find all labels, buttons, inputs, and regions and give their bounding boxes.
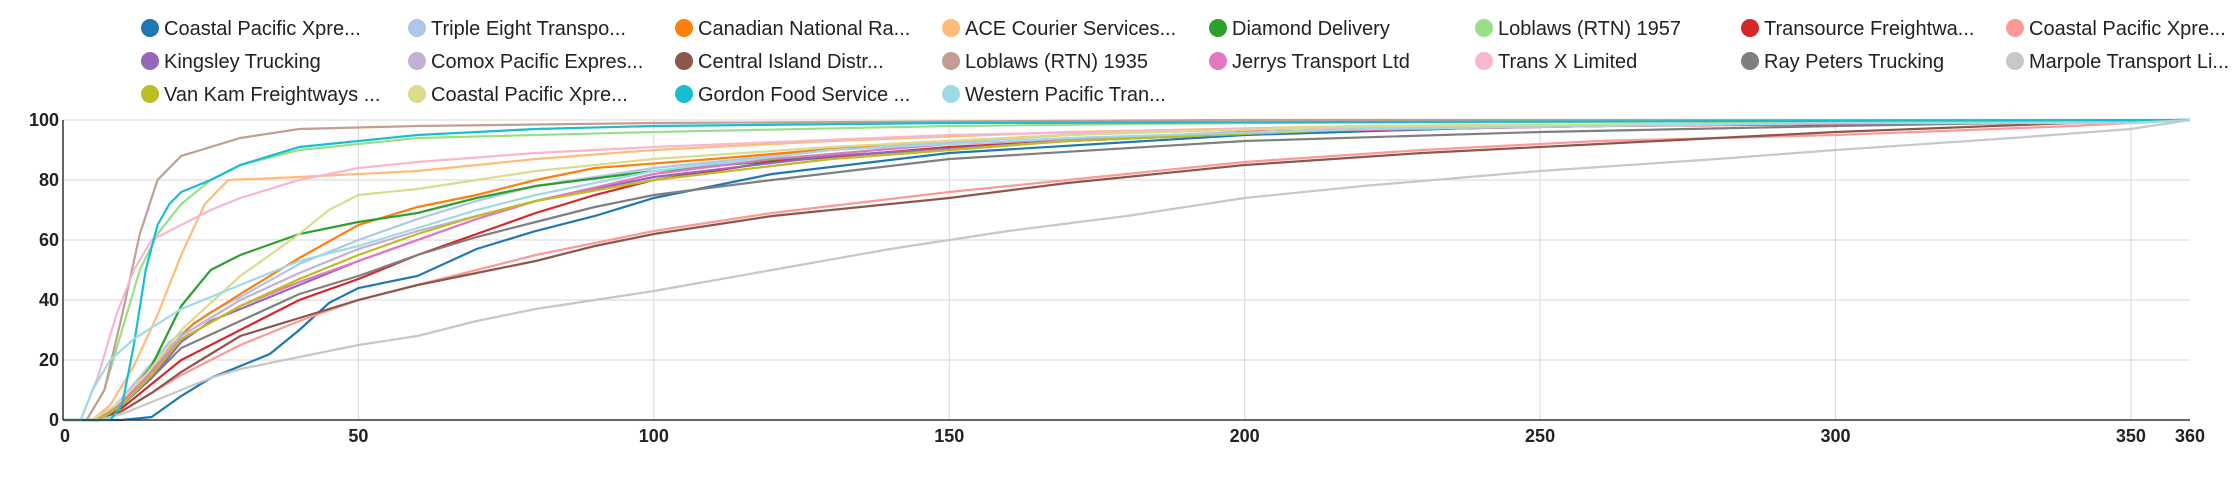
series-line-1 bbox=[63, 118, 2191, 422]
series-line-17 bbox=[63, 118, 2191, 422]
legend-item[interactable]: Ray Peters Trucking bbox=[1741, 51, 1944, 73]
x-tick-label: 50 bbox=[348, 426, 368, 446]
series-line-20 bbox=[63, 118, 2191, 422]
series-lines bbox=[63, 118, 2191, 422]
y-tick-labels: 0 20 40 60 80 100 bbox=[29, 110, 59, 430]
legend-swatch bbox=[1741, 52, 1759, 70]
legend-swatch bbox=[408, 85, 426, 103]
legend-label: Jerrys Transport Ltd bbox=[1232, 51, 1410, 73]
legend-label: Central Island Distr... bbox=[698, 51, 884, 73]
x-tick-label: 360 bbox=[2175, 426, 2205, 446]
x-tick-label: 350 bbox=[2116, 426, 2146, 446]
legend-item[interactable]: Jerrys Transport Ltd bbox=[1209, 51, 1410, 73]
series-line-12 bbox=[63, 118, 2190, 422]
legend-swatch bbox=[408, 19, 426, 37]
legend-swatch bbox=[2006, 52, 2024, 70]
legend-label: Kingsley Trucking bbox=[164, 51, 321, 73]
legend-item[interactable]: Transource Freightwa... bbox=[1741, 18, 1974, 40]
x-tick-label: 100 bbox=[639, 426, 669, 446]
legend-swatch bbox=[1209, 52, 1227, 70]
legend-swatch bbox=[1475, 19, 1493, 37]
legend-item[interactable]: Coastal Pacific Xpre... bbox=[141, 18, 361, 40]
legend-item[interactable]: Loblaws (RTN) 1935 bbox=[942, 51, 1148, 73]
legend-swatch bbox=[141, 85, 159, 103]
legend-label: Transource Freightwa... bbox=[1764, 18, 1974, 40]
y-tick-label: 60 bbox=[39, 230, 59, 250]
legend-swatch bbox=[141, 19, 159, 37]
legend-item[interactable]: Gordon Food Service ... bbox=[675, 84, 910, 106]
series-line-16 bbox=[63, 118, 2191, 422]
legend-swatch bbox=[2006, 19, 2024, 37]
legend-item[interactable]: Kingsley Trucking bbox=[141, 51, 321, 73]
legend-item[interactable]: Marpole Transport Li... bbox=[2006, 51, 2229, 73]
legend-swatch bbox=[1475, 52, 1493, 70]
legend-swatch bbox=[408, 52, 426, 70]
legend-label: Western Pacific Tran... bbox=[965, 84, 1166, 106]
legend-swatch bbox=[675, 52, 693, 70]
x-tick-label: 250 bbox=[1525, 426, 1555, 446]
axes bbox=[62, 120, 2190, 421]
series-line-19 bbox=[63, 118, 2191, 422]
y-tick-label: 100 bbox=[29, 110, 59, 130]
x-tick-label: 300 bbox=[1820, 426, 1850, 446]
legend-item[interactable]: Diamond Delivery bbox=[1209, 18, 1390, 40]
legend-item[interactable]: Loblaws (RTN) 1957 bbox=[1475, 18, 1681, 40]
legend-swatch bbox=[942, 19, 960, 37]
series-line-14 bbox=[63, 118, 2191, 422]
legend-label: Gordon Food Service ... bbox=[698, 84, 910, 106]
legend-label: Coastal Pacific Xpre... bbox=[431, 84, 628, 106]
series-line-18 bbox=[63, 118, 2191, 422]
legend-label: Marpole Transport Li... bbox=[2029, 51, 2229, 73]
y-tick-label: 80 bbox=[39, 170, 59, 190]
legend-item[interactable]: Triple Eight Transpo... bbox=[408, 18, 626, 40]
legend-label: Coastal Pacific Xpre... bbox=[164, 18, 361, 40]
legend-label: Ray Peters Trucking bbox=[1764, 51, 1944, 73]
legend-swatch bbox=[675, 19, 693, 37]
y-tick-label: 40 bbox=[39, 290, 59, 310]
legend-swatch bbox=[942, 85, 960, 103]
legend-item[interactable]: Central Island Distr... bbox=[675, 51, 884, 73]
legend-swatch bbox=[942, 52, 960, 70]
series-line-15 bbox=[63, 118, 2191, 422]
y-tick-label: 0 bbox=[49, 410, 59, 430]
legend-swatch bbox=[1209, 19, 1227, 37]
chart-legend: Coastal Pacific Xpre... Triple Eight Tran… bbox=[141, 18, 2229, 106]
legend-item[interactable]: Canadian National Ra... bbox=[675, 18, 910, 40]
legend-swatch bbox=[141, 52, 159, 70]
legend-item[interactable]: Western Pacific Tran... bbox=[942, 84, 1166, 106]
x-tick-label: 0 bbox=[60, 426, 70, 446]
x-tick-label: 200 bbox=[1230, 426, 1260, 446]
series-line-11 bbox=[63, 118, 2191, 422]
legend-item[interactable]: Coastal Pacific Xpre... bbox=[2006, 18, 2226, 40]
legend-label: Canadian National Ra... bbox=[698, 18, 910, 40]
y-tick-label: 20 bbox=[39, 350, 59, 370]
legend-label: Van Kam Freightways ... bbox=[164, 84, 380, 106]
legend-item[interactable]: Van Kam Freightways ... bbox=[141, 84, 380, 106]
legend-label: Triple Eight Transpo... bbox=[431, 18, 626, 40]
legend-item[interactable]: Coastal Pacific Xpre... bbox=[408, 84, 628, 106]
legend-item[interactable]: Comox Pacific Expres... bbox=[408, 51, 643, 73]
legend-swatch bbox=[675, 85, 693, 103]
x-tick-labels: 0 50 100 150 200 250 300 350 360 bbox=[60, 426, 2205, 446]
legend-label: Trans X Limited bbox=[1498, 51, 1637, 73]
legend-swatch bbox=[1741, 19, 1759, 37]
legend-label: Loblaws (RTN) 1935 bbox=[965, 51, 1148, 73]
legend-item[interactable]: ACE Courier Services... bbox=[942, 18, 1176, 40]
x-tick-label: 150 bbox=[934, 426, 964, 446]
legend-item[interactable]: Trans X Limited bbox=[1475, 51, 1637, 73]
legend-label: Diamond Delivery bbox=[1232, 18, 1390, 40]
legend-label: Coastal Pacific Xpre... bbox=[2029, 18, 2226, 40]
legend-label: ACE Courier Services... bbox=[965, 18, 1176, 40]
legend-label: Comox Pacific Expres... bbox=[431, 51, 643, 73]
legend-label: Loblaws (RTN) 1957 bbox=[1498, 18, 1681, 40]
